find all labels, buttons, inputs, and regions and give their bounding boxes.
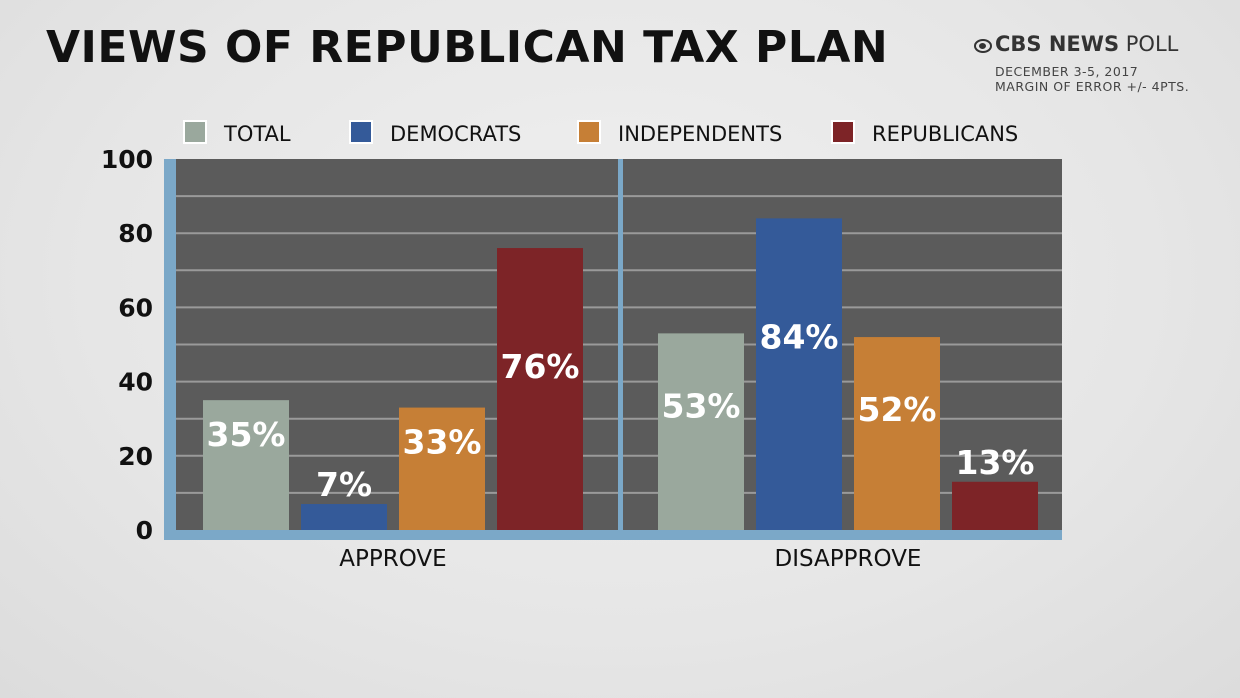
legend-label: INDEPENDENTS	[618, 122, 782, 146]
data-label: 33%	[403, 423, 482, 462]
y-tick-label: 60	[118, 293, 153, 322]
brand-name: CBS NEWS	[995, 32, 1120, 56]
legend-swatch	[577, 120, 601, 144]
brand-poll: POLL	[1125, 32, 1179, 56]
data-label: 84%	[760, 317, 839, 356]
legend-swatch	[831, 120, 855, 144]
bar	[203, 400, 289, 530]
group-divider	[618, 159, 623, 530]
legend-swatch	[183, 120, 207, 144]
y-tick-label: 80	[118, 219, 153, 248]
legend-label: REPUBLICANS	[872, 122, 1018, 146]
margin-of-error: MARGIN OF ERROR +/- 4PTS.	[995, 79, 1190, 94]
brand-logo: CBS NEWS POLL	[974, 32, 1178, 56]
x-category-label: DISAPPROVE	[775, 546, 922, 572]
bar	[497, 248, 583, 531]
data-label: 76%	[501, 347, 580, 386]
poll-date: DECEMBER 3-5, 2017	[995, 64, 1139, 79]
y-tick-label: 0	[136, 516, 153, 545]
bar	[756, 218, 842, 531]
data-label: 52%	[858, 390, 937, 429]
y-tick-label: 100	[101, 145, 153, 174]
y-tick-label: 40	[118, 368, 153, 397]
bar	[854, 337, 940, 530]
data-label: 53%	[662, 386, 741, 425]
bar	[658, 333, 744, 530]
data-label: 13%	[956, 443, 1035, 482]
page-title: VIEWS OF REPUBLICAN TAX PLAN	[46, 22, 889, 73]
legend-label: DEMOCRATS	[390, 122, 521, 146]
legend-swatch	[349, 120, 373, 144]
bar	[301, 504, 387, 530]
y-tick-label: 20	[118, 442, 153, 471]
x-axis-line	[164, 530, 1062, 540]
legend-label: TOTAL	[223, 122, 291, 146]
bar	[399, 407, 485, 530]
data-label: 7%	[316, 465, 372, 504]
cbs-eye-icon	[974, 39, 992, 53]
y-axis-line	[164, 159, 176, 540]
x-category-label: APPROVE	[339, 546, 446, 572]
bar	[952, 481, 1038, 530]
data-label: 35%	[207, 415, 286, 454]
